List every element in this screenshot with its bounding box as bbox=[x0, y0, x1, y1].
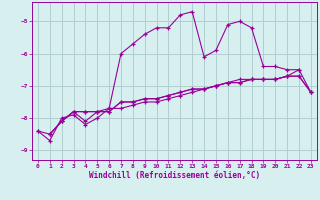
X-axis label: Windchill (Refroidissement éolien,°C): Windchill (Refroidissement éolien,°C) bbox=[89, 171, 260, 180]
